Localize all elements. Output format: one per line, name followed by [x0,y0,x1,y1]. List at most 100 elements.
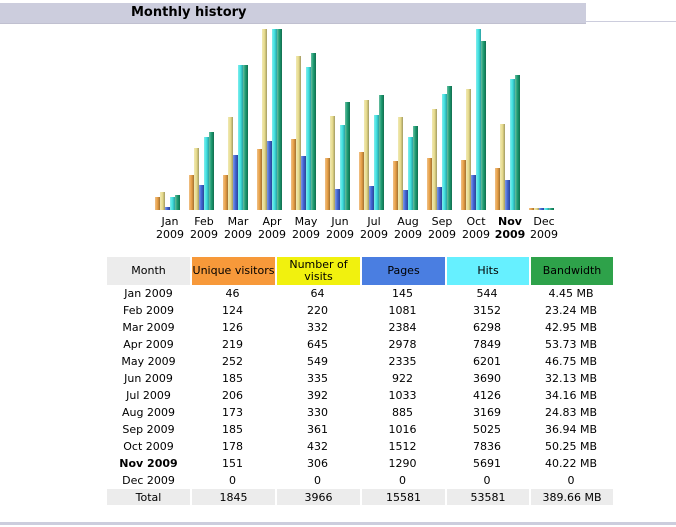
year-label: 2009 [292,228,320,241]
cell-bandwidth: 32.13 MB [544,372,598,385]
cell-hits: 7836 [473,440,501,453]
cell-hits: 3152 [473,304,501,317]
table-row: Aug 2009 173 330 885 3169 24.83 MB [107,404,613,421]
cell-pages: 1290 [388,457,417,470]
cell-pages: 1033 [388,389,417,402]
hits-bar-may-2009 [306,67,311,210]
header-month: Month [107,257,190,285]
cell-bandwidth: 0 [567,474,575,487]
table-row: Oct 2009 178 432 1512 7836 50.25 MB [107,438,613,455]
cell-visits: 549 [307,355,328,368]
visitors-bar-aug-2009 [393,161,398,210]
visits-bar-oct-2009 [466,89,471,210]
pages-bar-oct-2009 [471,175,476,210]
total-visits: 3966 [275,489,360,505]
cell-pages: 2978 [388,338,417,351]
bandwidth-bar-dec-2009 [549,208,554,210]
bandwidth-bar-feb-2009 [209,132,214,210]
year-label: 2009 [190,228,218,241]
cell-visits: 432 [307,440,328,453]
visitors-bar-feb-2009 [189,175,194,210]
visits-bar-may-2009 [296,56,301,210]
year-label: 2009 [462,228,490,241]
visitors-bar-nov-2009 [495,168,500,210]
cell-visitors: 126 [222,321,243,334]
cell-pages: 145 [392,287,413,300]
total-visitors: 1845 [190,489,275,505]
month-label: Jan [161,215,179,228]
cell-bandwidth: 23.24 MB [544,304,598,317]
cell-visitors: 185 [222,372,243,385]
cell-bandwidth: 34.16 MB [544,389,598,402]
cell-visitors: 173 [222,406,243,419]
year-label: 2009 [530,228,558,241]
cell-visitors: 252 [222,355,243,368]
pages-bar-jul-2009 [369,186,374,210]
cell-bandwidth: 4.45 MB [548,287,594,300]
bandwidth-bar-mar-2009 [243,65,248,210]
month-label: Sep [432,215,453,228]
cell-visitors: 219 [222,338,243,351]
visitors-bar-sep-2009 [427,158,432,210]
cell-bandwidth: 36.94 MB [544,423,598,436]
cell-hits: 544 [476,287,498,300]
total-hits: 53581 [445,489,529,505]
hits-bar-mar-2009 [238,65,243,210]
cell-visits: 220 [307,304,328,317]
cell-month: Feb 2009 [123,304,174,317]
visits-bar-jun-2009 [330,116,335,210]
table-row: Mar 2009 126 332 2384 6298 42.95 MB [107,319,613,336]
cell-visitors: 46 [225,287,240,300]
header-unique-visitors: Unique visitors [190,257,275,285]
hits-bar-aug-2009 [408,137,413,210]
monthly-stats-table: Month Unique visitors Number of visits P… [107,257,613,505]
cell-hits: 6298 [473,321,501,334]
header-pages: Pages [360,257,445,285]
cell-pages: 922 [392,372,413,385]
pages-bar-feb-2009 [199,185,204,210]
cell-bandwidth: 42.95 MB [544,321,598,334]
bandwidth-bar-apr-2009 [277,29,282,210]
header-rule [586,21,676,22]
table-row: May 2009 252 549 2335 6201 46.75 MB [107,353,613,370]
year-label: 2009 [495,228,526,241]
cell-bandwidth: 53.73 MB [544,338,598,351]
cell-pages: 2335 [388,355,417,368]
month-label: Jun [330,215,348,228]
cell-visitors: 206 [222,389,243,402]
cell-hits: 7849 [473,338,501,351]
cell-visitors: 178 [222,440,243,453]
pages-bar-mar-2009 [233,155,238,210]
cell-bandwidth: 24.83 MB [544,406,598,419]
table-row: Jul 2009 206 392 1033 4126 34.16 MB [107,387,613,404]
year-label: 2009 [326,228,354,241]
cell-month: Jun 2009 [124,372,173,385]
bandwidth-bar-sep-2009 [447,86,452,210]
cell-bandwidth: 46.75 MB [544,355,598,368]
cell-visits: 332 [307,321,328,334]
cell-month: Oct 2009 [123,440,174,453]
month-label: Oct [466,215,486,228]
hits-bar-jun-2009 [340,125,345,210]
cell-pages: 2384 [388,321,417,334]
visitors-bar-jan-2009 [155,197,160,210]
month-label: Aug [397,215,418,228]
cell-visitors: 151 [222,457,243,470]
cell-visitors: 0 [229,474,236,487]
pages-bar-apr-2009 [267,141,272,210]
pages-bar-aug-2009 [403,190,408,210]
cell-pages: 1016 [388,423,417,436]
cell-month: Jan 2009 [124,287,173,300]
section-header: Monthly history [0,3,586,24]
cell-visits: 335 [307,372,328,385]
table-row: Nov 2009 151 306 1290 5691 40.22 MB [107,455,613,472]
bandwidth-bar-aug-2009 [413,126,418,210]
year-label: 2009 [428,228,456,241]
cell-hits: 6201 [473,355,501,368]
visits-bar-nov-2009 [500,124,505,210]
header-number-of-visits: Number of visits [275,257,360,285]
cell-hits: 0 [483,474,491,487]
year-label: 2009 [224,228,252,241]
cell-visits: 645 [307,338,328,351]
table-row: Jan 2009 46 64 145 544 4.45 MB [107,285,613,302]
